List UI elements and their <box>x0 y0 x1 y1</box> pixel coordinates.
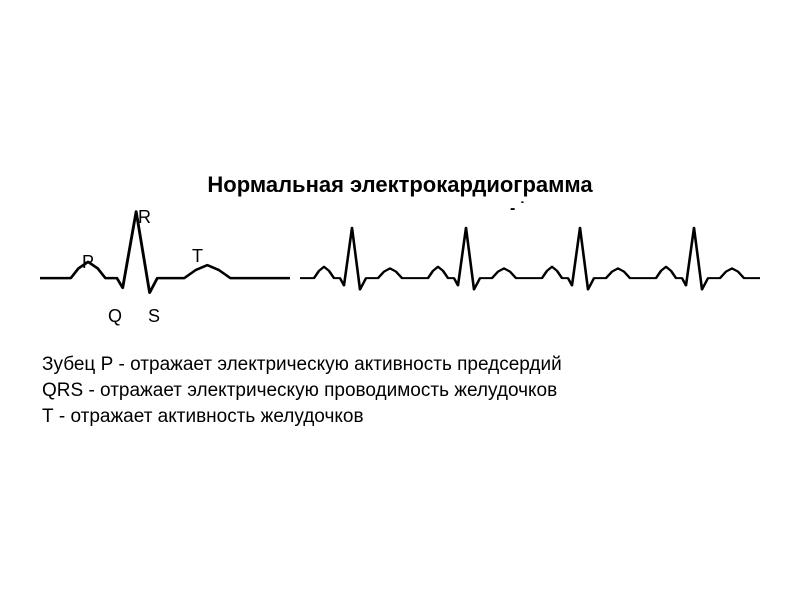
small-tick: - ˙ <box>510 200 525 218</box>
diagram-title: Нормальная электрокардиограмма <box>0 172 800 198</box>
label-p: P <box>82 252 94 273</box>
desc-line-3: Т - отражает активность желудочков <box>42 404 364 430</box>
desc-line-2: QRS - отражает электрическую проводимост… <box>42 378 557 404</box>
pqrst-complex <box>40 205 290 335</box>
ecg-diagram: Нормальная электрокардиограмма P Q R S T… <box>0 0 800 600</box>
label-s: S <box>148 306 160 327</box>
rhythm-strip <box>300 205 760 335</box>
label-t: T <box>192 246 203 267</box>
desc-line-1: Зубец Р - отражает электрическую активно… <box>42 352 562 378</box>
label-r: R <box>138 207 151 228</box>
label-q: Q <box>108 306 122 327</box>
